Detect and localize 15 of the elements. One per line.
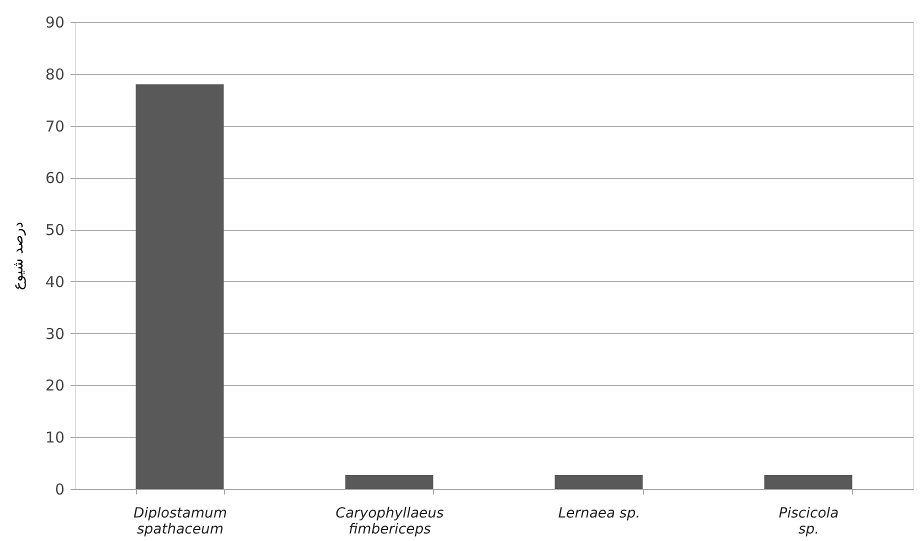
x-tick-label: Lernaea sp. (558, 506, 640, 522)
y-axis-title: درصد شیوع (10, 222, 26, 290)
x-tick-label: Piscicola sp. (778, 506, 839, 538)
x-tick-label: Diplostamum spathaceum (133, 506, 228, 538)
y-tick-label: 30 (45, 324, 64, 343)
y-tick-label: 60 (45, 169, 64, 188)
y-tick-label: 40 (45, 272, 64, 291)
y-tick-label: 10 (45, 428, 64, 447)
x-tick-label: Caryophyllaeus fimbericeps (336, 506, 444, 538)
y-tick-label: 0 (54, 480, 64, 498)
y-tick-label: 80 (45, 65, 64, 84)
y-tick-label: 50 (45, 221, 64, 240)
y-tick-label: 70 (45, 117, 64, 136)
y-tick-label: 90 (45, 14, 64, 32)
y-tick-label: 20 (45, 376, 64, 395)
